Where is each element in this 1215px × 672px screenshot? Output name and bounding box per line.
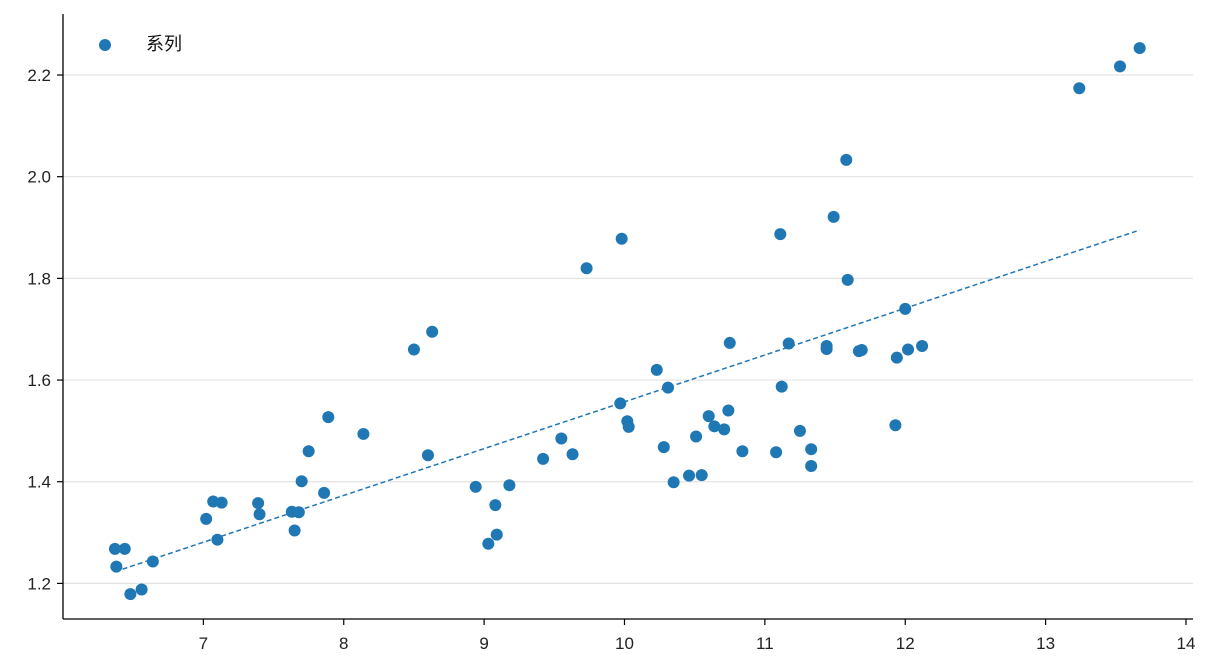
data-point xyxy=(215,496,228,509)
x-tick-label: 11 xyxy=(756,634,774,653)
data-point xyxy=(702,410,715,423)
data-point xyxy=(657,441,670,454)
data-point xyxy=(469,480,482,493)
data-point xyxy=(695,469,708,482)
data-point xyxy=(489,499,502,512)
data-point xyxy=(407,343,420,356)
data-point xyxy=(899,302,912,315)
data-point xyxy=(288,524,301,537)
data-point xyxy=(292,506,305,519)
x-tick-label: 7 xyxy=(199,634,208,653)
data-point xyxy=(135,583,148,596)
data-point xyxy=(650,363,663,376)
data-points xyxy=(108,42,1146,601)
data-point xyxy=(503,479,516,492)
data-point xyxy=(302,445,315,458)
data-point xyxy=(253,508,266,521)
x-axis-ticks: 7 8 9 10 11 12 13 14 xyxy=(199,619,1196,653)
y-tick-label: 1.4 xyxy=(27,473,51,492)
x-tick-label: 8 xyxy=(339,634,348,653)
data-point xyxy=(1114,60,1127,73)
legend-marker xyxy=(99,39,111,51)
x-tick-label: 13 xyxy=(1036,634,1055,653)
data-point xyxy=(820,339,833,352)
data-point xyxy=(426,325,439,338)
data-point xyxy=(146,555,159,568)
data-point xyxy=(211,533,224,546)
data-point xyxy=(482,537,495,550)
data-point xyxy=(295,475,308,488)
data-point xyxy=(614,397,627,410)
data-point xyxy=(722,404,735,417)
data-point xyxy=(916,339,929,352)
data-point xyxy=(490,528,503,541)
data-point xyxy=(683,469,696,482)
data-point xyxy=(357,427,370,440)
x-tick-label: 14 xyxy=(1177,634,1196,653)
data-point xyxy=(840,153,853,166)
data-point xyxy=(782,337,795,350)
data-point xyxy=(690,430,703,443)
data-point xyxy=(108,542,121,555)
data-point xyxy=(615,232,628,245)
data-point xyxy=(805,459,818,472)
data-point xyxy=(537,452,550,465)
data-point xyxy=(708,420,721,433)
y-tick-label: 2.0 xyxy=(27,168,51,187)
data-point xyxy=(770,446,783,459)
data-point xyxy=(736,445,749,458)
data-point xyxy=(718,423,731,436)
data-point xyxy=(1073,82,1086,95)
x-tick-label: 9 xyxy=(479,634,488,653)
data-point xyxy=(827,210,840,223)
y-tick-label: 2.2 xyxy=(27,66,51,85)
data-point xyxy=(890,351,903,364)
data-point xyxy=(622,420,635,433)
data-point xyxy=(805,443,818,456)
data-point xyxy=(555,432,568,445)
data-point xyxy=(252,497,265,510)
data-point xyxy=(421,449,434,462)
y-tick-label: 1.6 xyxy=(27,371,51,390)
data-point xyxy=(118,542,131,555)
data-point xyxy=(889,419,902,432)
data-point xyxy=(793,424,806,437)
data-point xyxy=(667,476,680,489)
data-point xyxy=(322,411,335,424)
data-point xyxy=(902,343,915,356)
data-point xyxy=(841,273,854,286)
gridlines xyxy=(63,74,1193,585)
legend: 系列 xyxy=(99,34,182,55)
data-point xyxy=(774,228,787,241)
data-point xyxy=(775,380,788,393)
data-point xyxy=(855,344,868,357)
legend-label: 系列 xyxy=(146,34,182,55)
data-point xyxy=(200,512,213,525)
trendline-group xyxy=(114,229,1140,573)
data-point xyxy=(1133,42,1146,55)
y-tick-label: 1.2 xyxy=(27,574,51,593)
data-point xyxy=(723,336,736,349)
data-point xyxy=(580,262,593,275)
data-point xyxy=(318,486,331,499)
x-tick-label: 10 xyxy=(615,634,634,653)
y-axis-ticks: 1.2 1.4 1.6 1.8 2.0 2.2 xyxy=(27,66,63,593)
data-point xyxy=(110,560,123,573)
data-point xyxy=(566,448,579,461)
y-tick-label: 1.8 xyxy=(27,269,51,288)
data-point xyxy=(662,381,675,394)
data-point xyxy=(124,588,137,601)
trendline xyxy=(114,229,1140,573)
x-tick-label: 12 xyxy=(896,634,915,653)
